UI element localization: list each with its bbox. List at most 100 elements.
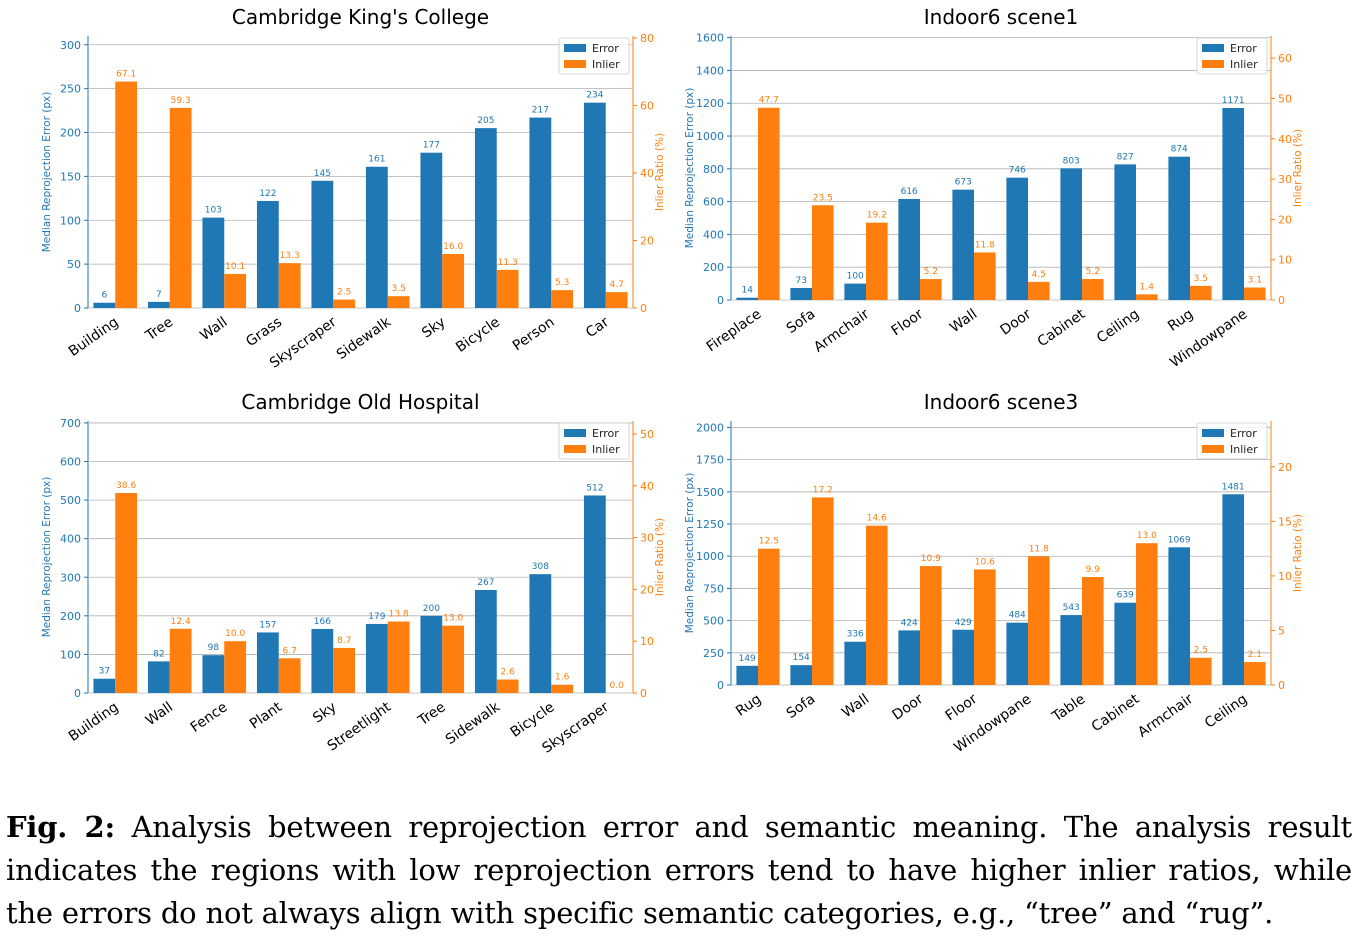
error-bar <box>1006 622 1028 685</box>
legend-label-inlier: Inlier <box>1230 443 1258 456</box>
inlier-bar <box>551 684 574 693</box>
inlier-value-label: 2.5 <box>1194 646 1208 656</box>
chart-panel-2: Indoor6 scene102004006008001000120014001… <box>684 5 1304 371</box>
category-label: Rug <box>1165 306 1196 335</box>
error-value-label: 154 <box>793 653 810 663</box>
error-bar <box>1168 156 1190 300</box>
error-value-label: 234 <box>586 91 603 101</box>
inlier-bar <box>333 647 356 693</box>
y-axis-label: Median Reprojection Error (px) <box>684 88 696 249</box>
error-value-label: 512 <box>586 483 603 493</box>
error-bar <box>583 495 606 693</box>
category-label: Person <box>510 314 558 354</box>
left-tick-label: 250 <box>703 647 724 660</box>
category-label: Grass <box>243 314 285 350</box>
inlier-bar <box>1028 281 1050 300</box>
error-value-label: 484 <box>1009 611 1026 621</box>
left-tick-label: 600 <box>60 456 81 469</box>
right-tick-label: 30 <box>1278 173 1292 186</box>
error-bar <box>1222 107 1244 300</box>
inlier-bar <box>758 548 780 685</box>
inlier-value-label: 59.3 <box>171 96 191 106</box>
error-value-label: 157 <box>259 620 276 630</box>
inlier-value-label: 8.7 <box>337 636 351 646</box>
error-value-label: 429 <box>955 618 972 628</box>
left-tick-label: 2000 <box>696 421 724 434</box>
category-label: Plant <box>247 699 285 733</box>
error-value-label: 803 <box>1063 156 1080 166</box>
error-value-label: 217 <box>532 106 549 116</box>
error-bar <box>952 189 974 300</box>
left-tick-label: 1500 <box>696 486 724 499</box>
inlier-bar <box>920 566 942 685</box>
error-bar <box>420 152 443 308</box>
left-tick-label: 300 <box>60 39 81 52</box>
error-bar <box>1168 547 1190 685</box>
inlier-value-label: 4.7 <box>609 280 623 290</box>
error-bar <box>790 665 812 685</box>
inlier-bar <box>812 497 834 685</box>
legend-swatch-inlier <box>1202 445 1224 453</box>
inlier-value-label: 5.3 <box>555 278 569 288</box>
legend-label-error: Error <box>1230 42 1257 55</box>
left-tick-label: 500 <box>703 615 724 628</box>
caption-label: Fig. 2: <box>6 810 116 844</box>
error-bar <box>1114 602 1136 685</box>
inlier-value-label: 12.4 <box>171 617 191 627</box>
inlier-value-label: 10.6 <box>975 557 995 567</box>
inlier-bar <box>605 292 628 308</box>
inlier-value-label: 12.5 <box>759 537 779 547</box>
error-bar <box>256 632 279 693</box>
inlier-bar <box>224 641 247 693</box>
inlier-bar <box>1190 657 1212 685</box>
inlier-value-label: 3.5 <box>1194 274 1208 284</box>
inlier-bar <box>278 263 301 308</box>
error-value-label: 179 <box>368 612 385 622</box>
inlier-bar <box>387 621 410 693</box>
right-tick-label: 10 <box>1278 254 1292 267</box>
category-label: Bicycle <box>508 699 558 741</box>
inlier-value-label: 11.8 <box>975 240 995 250</box>
right-tick-label: 0 <box>640 302 647 315</box>
error-value-label: 161 <box>368 155 385 165</box>
legend-label-inlier: Inlier <box>592 58 620 71</box>
error-value-label: 82 <box>153 649 164 659</box>
inlier-value-label: 10.9 <box>921 554 941 564</box>
inlier-bar <box>974 569 996 685</box>
right-tick-label: 0 <box>1278 679 1285 692</box>
legend-label-error: Error <box>1230 427 1257 440</box>
right-tick-label: 10 <box>1278 570 1292 583</box>
inlier-bar <box>1028 556 1050 685</box>
right-tick-label: 60 <box>1278 52 1292 65</box>
inlier-value-label: 23.5 <box>813 193 833 203</box>
left-tick-label: 300 <box>60 571 81 584</box>
inlier-bar <box>387 296 410 308</box>
category-label: Cabinet <box>1035 306 1089 350</box>
error-value-label: 205 <box>477 116 494 126</box>
chart-title: Cambridge Old Hospital <box>241 390 479 414</box>
right-tick-label: 20 <box>640 235 654 248</box>
category-label: Armchair <box>811 306 872 356</box>
inlier-value-label: 5.2 <box>924 267 938 277</box>
inlier-bar <box>169 628 192 693</box>
error-value-label: 1481 <box>1222 482 1245 492</box>
error-value-label: 639 <box>1117 591 1134 601</box>
category-label: Wall <box>947 306 980 336</box>
left-tick-label: 1400 <box>696 64 724 77</box>
legend-swatch-error <box>1202 44 1224 52</box>
error-bar <box>1222 494 1244 685</box>
category-label: Building <box>66 314 122 360</box>
inlier-value-label: 38.6 <box>116 481 136 491</box>
error-bar <box>474 128 497 308</box>
inlier-bar <box>496 269 519 308</box>
error-value-label: 1171 <box>1222 96 1245 106</box>
inlier-value-label: 3.5 <box>391 284 405 294</box>
legend-swatch-error <box>564 429 586 437</box>
left-tick-label: 250 <box>60 83 81 96</box>
error-value-label: 73 <box>795 276 806 286</box>
left-tick-label: 700 <box>60 417 81 430</box>
inlier-bar <box>1136 294 1158 300</box>
inlier-value-label: 67.1 <box>116 70 136 80</box>
left-tick-label: 50 <box>67 258 81 271</box>
chart-title: Indoor6 scene3 <box>924 390 1078 414</box>
